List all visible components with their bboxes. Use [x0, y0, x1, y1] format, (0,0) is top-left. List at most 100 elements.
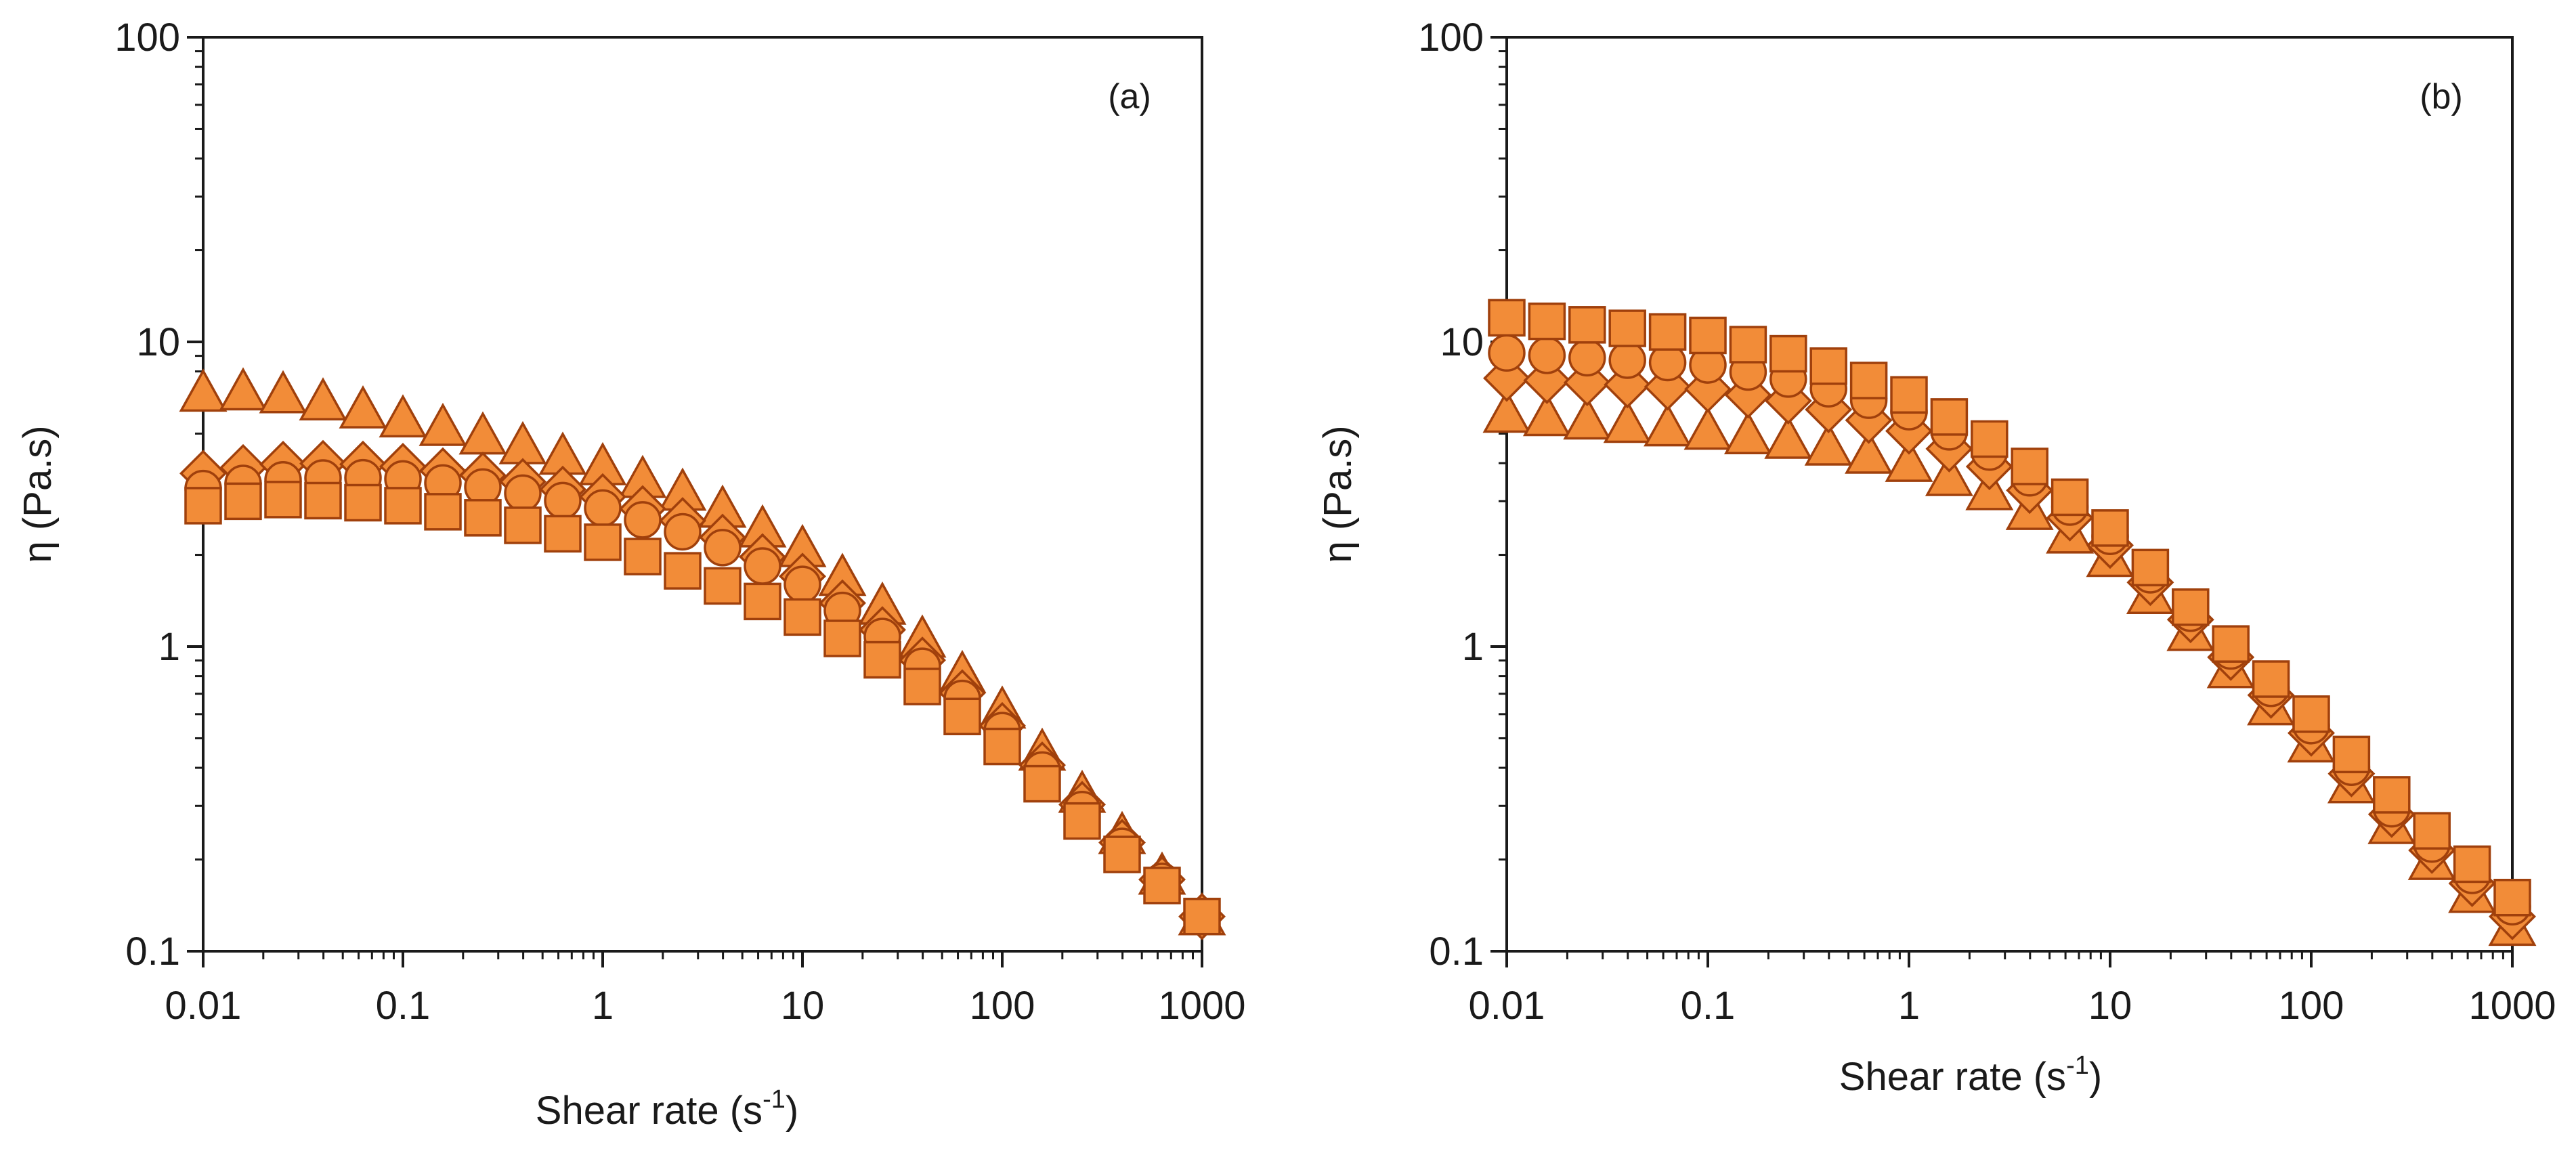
data-point-square-a	[624, 538, 662, 575]
panel-b-chart: 0.1 1 10 100 0.01 0.1 1 10 100 1000 (b) Shear rate …	[1316, 16, 2556, 1099]
x-tick-label-a: 10	[781, 984, 825, 1028]
x-axis-title-end-a: )	[786, 1089, 798, 1133]
data-point-triangle-b	[1845, 430, 1893, 474]
data-point-circle-b	[1608, 341, 1646, 379]
data-point-triangle-a	[498, 420, 547, 464]
data-point-square-b	[2131, 548, 2170, 587]
data-point-circle-b	[1568, 339, 1606, 377]
x-axis-title-end-b: )	[2089, 1055, 2102, 1099]
data-point-square-a	[1103, 835, 1141, 873]
data-point-triangle-a	[259, 370, 307, 414]
data-point-triangle-a	[179, 368, 228, 412]
x-tick-label-b: 10	[2088, 984, 2132, 1028]
data-point-triangle-b	[1925, 452, 1973, 496]
data-point-triangle-b	[1723, 411, 1772, 455]
data-point-circle-a	[783, 565, 821, 603]
data-point-square-a	[744, 582, 781, 621]
data-point-triangle-b	[1482, 389, 1531, 433]
x-axis-title-main-a: Shear rate (s	[536, 1089, 763, 1133]
data-point-square-b	[1769, 334, 1807, 373]
data-point-triangle-b	[1644, 403, 1692, 447]
x-tick-label-a: 1000	[1158, 984, 1245, 1028]
data-point-square-a	[943, 697, 981, 736]
data-point-square-b	[1809, 347, 1847, 385]
data-point-square-a	[783, 598, 821, 636]
data-point-square-a	[664, 552, 702, 590]
data-point-square-b	[2091, 509, 2129, 547]
data-point-square-b	[2172, 588, 2210, 626]
data-point-square-a	[424, 493, 462, 531]
data-point-square-b	[2373, 776, 2411, 814]
data-point-square-b	[2493, 879, 2531, 917]
series-square-a	[184, 481, 1221, 936]
y-tick-label-a: 0.1	[125, 930, 180, 974]
data-point-square-b	[1689, 316, 1727, 355]
x-axis-title-main-b: Shear rate (s	[1839, 1055, 2066, 1099]
data-point-triangle-a	[418, 402, 467, 446]
y-tick-label-a: 100	[114, 16, 180, 60]
data-point-square-b	[2413, 812, 2451, 850]
data-point-square-a	[1183, 897, 1221, 936]
x-axis-title-a: Shear rate (s-1)	[536, 1085, 798, 1133]
y-tick-label-a: 1	[158, 625, 180, 669]
data-point-square-b	[1608, 309, 1646, 347]
data-point-square-a	[1023, 764, 1061, 803]
data-point-triangle-a	[299, 377, 347, 420]
data-point-square-a	[1143, 867, 1181, 905]
data-point-square-b	[2212, 625, 2250, 663]
x-tick-label-b: 0.01	[1469, 984, 1545, 1028]
data-point-square-b	[2332, 735, 2371, 774]
data-point-square-b	[1528, 302, 1566, 341]
series-triangle-a	[179, 367, 1226, 936]
y-tick-label-b: 1	[1462, 625, 1484, 669]
data-point-square-a	[704, 567, 742, 605]
data-point-square-b	[1568, 306, 1606, 344]
series-circle-a	[184, 458, 1221, 936]
series-triangle-b	[1482, 389, 2537, 946]
data-point-square-a	[1063, 802, 1101, 840]
data-point-triangle-b	[1764, 415, 1813, 459]
data-point-circle-a	[744, 547, 781, 585]
data-point-square-a	[344, 483, 382, 522]
data-point-square-b	[1648, 313, 1687, 351]
y-tick-label-b: 0.1	[1429, 930, 1484, 974]
y-tick-label-b: 100	[1418, 16, 1484, 60]
x-tick-label-a: 0.01	[165, 984, 242, 1028]
data-point-square-b	[1890, 376, 1928, 414]
x-tick-label-b: 1	[1898, 984, 1920, 1028]
data-point-square-a	[823, 619, 861, 657]
data-point-triangle-b	[1603, 399, 1652, 443]
data-point-circle-a	[704, 529, 742, 567]
y-axis-title-a: η (Pa.s)	[16, 425, 60, 563]
data-point-triangle-b	[1522, 393, 1571, 437]
data-point-square-b	[1729, 326, 1767, 364]
data-point-triangle-b	[1563, 396, 1612, 440]
x-tick-label-b: 1000	[2468, 984, 2556, 1028]
data-point-circle-b	[1528, 336, 1566, 374]
data-point-square-a	[464, 499, 502, 537]
data-point-square-b	[2292, 695, 2330, 733]
data-point-triangle-a	[458, 411, 507, 455]
data-point-square-b	[2453, 845, 2491, 884]
data-point-triangle-b	[1683, 406, 1732, 450]
data-point-square-a	[384, 487, 422, 525]
data-point-square-b	[1930, 398, 1969, 436]
panel-label-b: (b)	[2420, 77, 2463, 116]
plot-frame-b	[1505, 36, 2514, 953]
data-point-circle-a	[584, 489, 622, 527]
data-point-square-a	[224, 482, 262, 521]
data-point-square-b	[2051, 478, 2089, 517]
data-point-square-a	[544, 515, 582, 553]
data-point-square-b	[2011, 448, 2048, 485]
data-point-square-a	[584, 523, 622, 561]
data-point-triangle-a	[379, 394, 427, 438]
x-axis-title-sup-a: -1	[763, 1085, 786, 1114]
data-point-circle-a	[624, 501, 662, 539]
x-tick-label-a: 0.1	[376, 984, 431, 1028]
data-point-triangle-b	[1804, 422, 1853, 466]
x-axis-title-sup-b: -1	[2066, 1051, 2089, 1080]
data-point-square-b	[1971, 420, 2009, 458]
data-point-circle-a	[544, 481, 582, 520]
series-diamond-b	[1483, 354, 2536, 940]
